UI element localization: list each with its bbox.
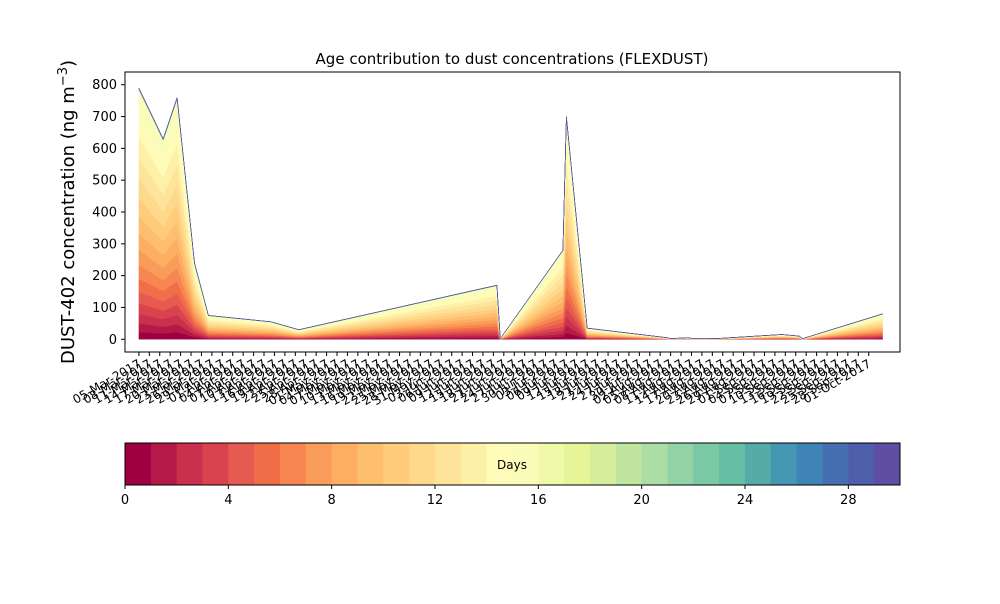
colorbar-tick-label: 24 xyxy=(737,493,754,508)
colorbar-tick-label: 20 xyxy=(633,493,650,508)
colorbar-segment-15 xyxy=(512,443,539,485)
y-axis-label: DUST-402 concentration (ng m−3) xyxy=(56,60,79,364)
y-tick-label: 200 xyxy=(92,269,117,284)
colorbar-tick-label: 0 xyxy=(121,493,129,508)
colorbar-segment-27 xyxy=(822,443,849,485)
colorbar-tick-label: 4 xyxy=(224,493,232,508)
colorbar-segment-21 xyxy=(667,443,694,485)
stacked-areas xyxy=(138,87,883,340)
y-tick-label: 100 xyxy=(92,301,117,316)
colorbar-segment-13 xyxy=(460,443,488,485)
y-axis-label-main: DUST-402 concentration (ng m xyxy=(58,86,79,364)
colorbar-tick-label: 8 xyxy=(328,493,336,508)
y-tick-label: 700 xyxy=(92,110,117,125)
colorbar-segment-16 xyxy=(538,443,565,485)
y-axis: 0 100 200 300 400 500 600 700 800 xyxy=(92,78,125,348)
colorbar-tick-label: 12 xyxy=(427,493,444,508)
colorbar-segment-14 xyxy=(486,443,513,485)
colorbar xyxy=(124,442,901,486)
y-tick-label: 600 xyxy=(92,142,117,157)
y-tick-label: 800 xyxy=(92,78,117,93)
colorbar-segment-8 xyxy=(331,443,358,485)
colorbar-ticks: 0 4 8 12 16 20 24 28 xyxy=(121,485,857,508)
colorbar-segment-18 xyxy=(590,443,617,485)
y-tick-label: 400 xyxy=(92,206,117,221)
colorbar-segment-28 xyxy=(848,443,875,485)
colorbar-segment-17 xyxy=(564,443,591,485)
y-tick-label: 0 xyxy=(109,333,117,348)
colorbar-segment-6 xyxy=(280,443,307,485)
colorbar-frame xyxy=(124,442,901,486)
x-axis: 05-Mar-201708-Mar-201711-Mar-201714-Mar-… xyxy=(70,352,873,408)
colorbar-tick-label: 16 xyxy=(530,493,547,508)
colorbar-segment-0 xyxy=(125,443,152,485)
colorbar-segment-25 xyxy=(770,443,798,485)
colorbar-segment-29 xyxy=(874,443,901,485)
colorbar-segment-22 xyxy=(693,443,720,485)
colorbar-segment-19 xyxy=(615,443,643,485)
y-tick-label: 300 xyxy=(92,237,117,252)
colorbar-label: Days xyxy=(497,458,527,472)
colorbar-segment-23 xyxy=(719,443,746,485)
y-axis-label-close: ) xyxy=(58,60,79,67)
colorbar-segment-3 xyxy=(202,443,229,485)
colorbar-segment-10 xyxy=(383,443,410,485)
age-band-29-area xyxy=(138,87,883,340)
colorbar-segment-7 xyxy=(305,443,333,485)
y-tick-label: 500 xyxy=(92,174,117,189)
y-axis-label-superscript: −3 xyxy=(56,67,71,86)
colorbar-segment-24 xyxy=(745,443,772,485)
chart-title: Age contribution to dust concentrations … xyxy=(316,50,709,68)
colorbar-segment-9 xyxy=(357,443,384,485)
colorbar-segment-5 xyxy=(254,443,281,485)
colorbar-segment-11 xyxy=(409,443,436,485)
colorbar-tick-label: 28 xyxy=(840,493,857,508)
colorbar-segment-26 xyxy=(796,443,823,485)
colorbar-segment-4 xyxy=(228,443,255,485)
colorbar-segment-2 xyxy=(176,443,203,485)
colorbar-segment-20 xyxy=(641,443,668,485)
colorbar-segment-1 xyxy=(150,443,178,485)
colorbar-segment-12 xyxy=(435,443,462,485)
